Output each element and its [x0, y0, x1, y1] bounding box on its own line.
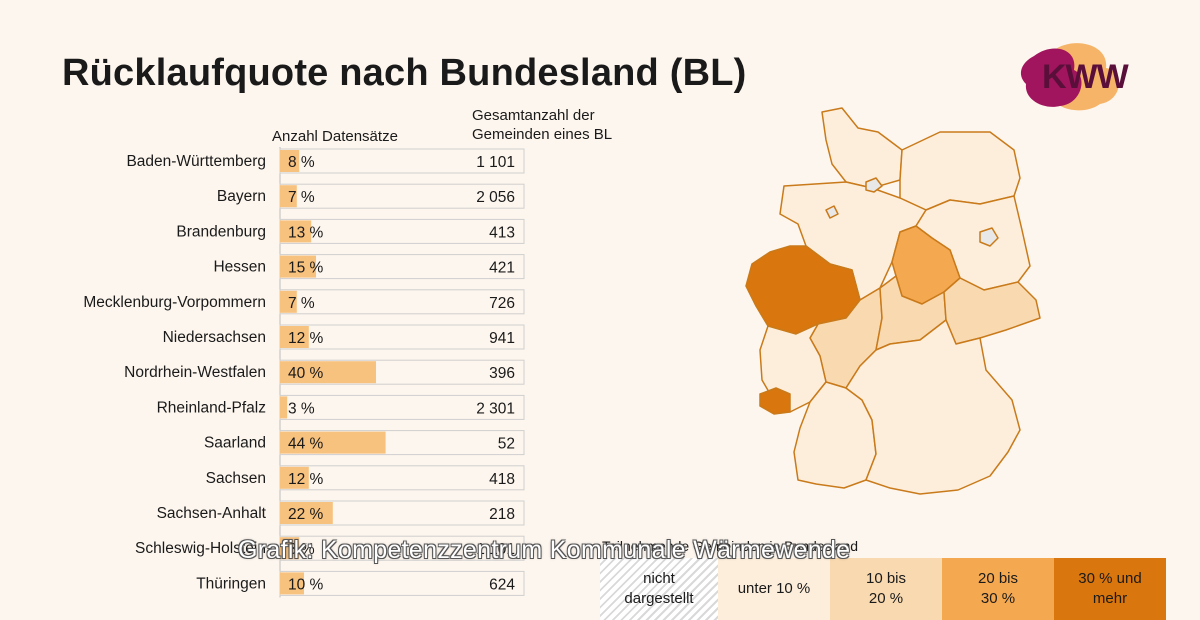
legend-4-line1: 30 % und — [1078, 570, 1142, 587]
map-sachsen — [943, 277, 1041, 345]
bar-12 — [280, 572, 304, 595]
category-label: Baden-Württemberg — [126, 153, 266, 170]
bar-9 — [280, 466, 309, 489]
bar-10 — [280, 502, 333, 524]
gemeinden-total: 726 — [489, 295, 515, 312]
value-label: 8 % — [288, 154, 315, 171]
legend-30-und-mehr: 30 % und mehr — [1054, 558, 1166, 620]
category-label: Nordrhein-Westfalen — [124, 364, 266, 381]
bar-6 — [280, 361, 376, 384]
bar-2 — [280, 220, 312, 243]
legend-20-bis-30: 20 bis 30 % — [942, 558, 1054, 620]
value-label: 3 % — [288, 400, 315, 417]
map-bremen — [825, 205, 839, 219]
value-label: 22 % — [288, 506, 324, 523]
map-niedersachsen — [779, 181, 927, 301]
category-label: Sachsen-Anhalt — [157, 505, 267, 522]
category-label: Niedersachsen — [163, 329, 266, 346]
category-label: Rheinland-Pfalz — [157, 399, 266, 416]
value-label: 44 % — [288, 436, 324, 453]
category-label: Sachsen — [206, 470, 266, 487]
category-label: Hessen — [213, 259, 266, 276]
col-header-datensaetze: Anzahl Datensätze — [272, 128, 398, 145]
bar-frame — [279, 289, 525, 315]
gemeinden-total: 941 — [489, 330, 515, 347]
legend-3-line1: 20 bis — [977, 570, 1019, 587]
gemeinden-total: 421 — [489, 260, 515, 277]
legend-0-line1: nicht — [643, 570, 675, 587]
legend-title: Teilnehmende Gemeinden je Bundesland — [602, 538, 859, 554]
category-label: Saarland — [204, 435, 266, 452]
value-label: 12 % — [288, 471, 324, 488]
legend-10-bis-20: 10 bis 20 % — [830, 558, 942, 620]
value-label: 10 % — [288, 576, 324, 593]
gemeinden-total: 418 — [489, 471, 515, 488]
bar-0 — [280, 150, 300, 172]
category-label: Mecklenburg-Vorpommern — [83, 294, 266, 311]
legend-unter-10: unter 10 % — [718, 558, 830, 620]
category-label: Schleswig-Holstein — [135, 540, 266, 557]
value-label: 12 % — [288, 330, 324, 347]
bar-chart: Baden-Württemberg 8 % 1 101 Bayern 7 % 2 056 B… — [83, 147, 525, 598]
value-label: 7 % — [288, 295, 315, 312]
gemeinden-total: 1 101 — [476, 541, 515, 558]
value-label: 7 % — [288, 189, 315, 206]
category-label: Thüringen — [196, 575, 266, 592]
gemeinden-total: 2 301 — [476, 400, 515, 417]
value-label: 13 % — [288, 224, 324, 241]
legend-0-line2: dargestellt — [624, 590, 694, 607]
gemeinden-total: 413 — [489, 224, 515, 241]
bar-8 — [280, 431, 386, 454]
legend-2-line1: 10 bis — [865, 570, 907, 587]
bar-11 — [280, 537, 300, 560]
value-label: 15 % — [288, 260, 324, 277]
value-label: 40 % — [288, 365, 324, 382]
logo-text: KWW — [1042, 58, 1130, 96]
gemeinden-total: 1 101 — [476, 154, 515, 171]
watermark-credit: Grafik: Kompetenzzentrum Kommunale Wärme… — [238, 536, 851, 564]
col-header-gemeinden-1: Gesamtanzahl der — [472, 107, 595, 124]
category-label: Brandenburg — [176, 223, 266, 240]
gemeinden-total: 396 — [489, 365, 515, 382]
gemeinden-total: 52 — [498, 436, 515, 453]
bar-3 — [280, 255, 316, 278]
col-header-gemeinden-2: Gemeinden eines BL — [472, 126, 613, 143]
category-label: Bayern — [217, 188, 266, 205]
logo-blob-magenta — [1020, 48, 1082, 107]
map-bayern — [845, 319, 1021, 495]
map-schleswig-holstein — [821, 107, 903, 189]
map-hamburg — [865, 177, 883, 193]
germany-map — [745, 107, 1041, 495]
bar-1 — [280, 185, 297, 208]
bar-4 — [280, 290, 297, 313]
gemeinden-total: 2 056 — [476, 189, 515, 206]
gemeinden-total: 624 — [489, 576, 515, 593]
bar-7 — [280, 396, 288, 419]
value-label: 8 % — [288, 541, 315, 558]
bar-5 — [280, 326, 309, 348]
kww-logo: KWW — [1020, 43, 1131, 111]
gemeinden-total: 218 — [489, 506, 515, 523]
legend-4-line2: mehr — [1092, 590, 1128, 607]
legend-1-line1: unter 10 % — [737, 580, 811, 597]
legend: nicht dargestellt unter 10 % 10 bis 20 % 2… — [600, 558, 1166, 620]
map-saarland — [759, 387, 791, 415]
legend-2-line2: 20 % — [868, 590, 904, 607]
legend-3-line2: 30 % — [980, 590, 1016, 607]
page-title: Rücklaufquote nach Bundesland (BL) — [62, 52, 747, 94]
legend-nicht-dargestellt: nicht dargestellt — [600, 558, 718, 620]
map-berlin — [979, 227, 999, 247]
